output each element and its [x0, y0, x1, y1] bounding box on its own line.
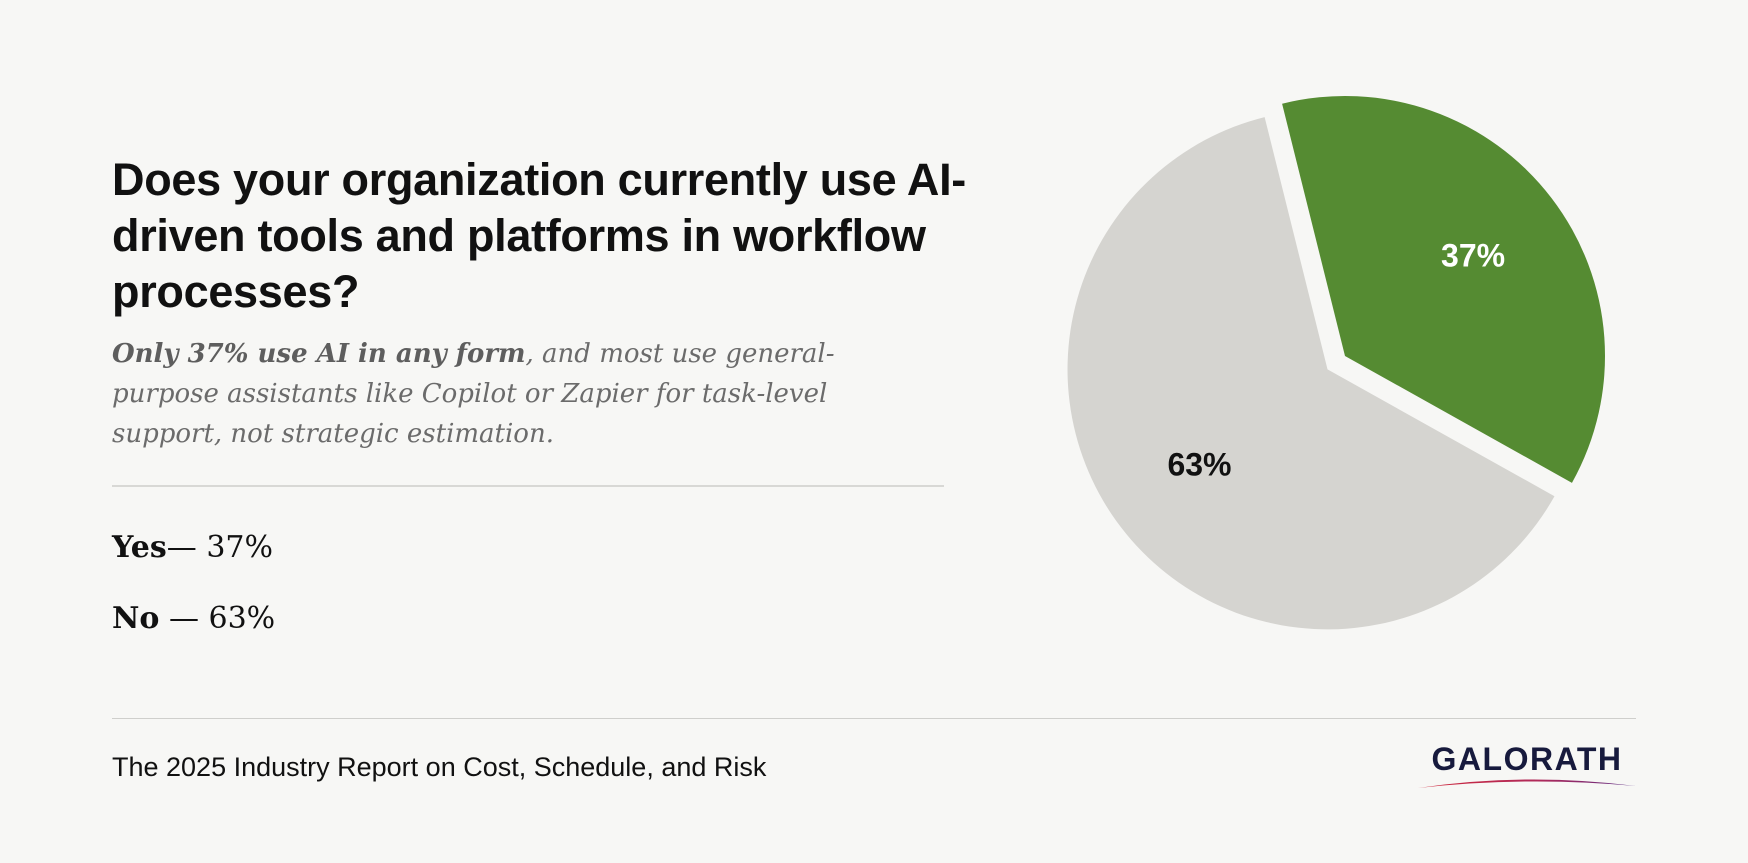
legend-item-no: No — 63%: [112, 599, 275, 639]
legend-item-yes: Yes— 37%: [112, 528, 273, 568]
legend-value-no: — 63%: [159, 601, 276, 636]
subtitle-emphasis: Only 37% use AI in any form: [112, 339, 526, 369]
legend-label-no: No: [112, 601, 160, 636]
galorath-logo: GALORATH: [1416, 742, 1638, 790]
divider-top: [112, 485, 944, 487]
pie-slice-yes: [1282, 96, 1605, 483]
legend-value-yes: — 37%: [166, 530, 274, 565]
logo-swoosh-icon: [1418, 779, 1636, 788]
chart-subtitle: Only 37% use AI in any form, and most us…: [112, 334, 932, 454]
pie-label-yes: 37%: [1441, 238, 1505, 274]
pie-label-no: 63%: [1167, 447, 1231, 483]
pie-chart: 37% 63%: [1067, 96, 1605, 630]
logo-wordmark: GALORATH: [1431, 741, 1623, 777]
subtitle-text: , and most use general-purpose assistant…: [112, 339, 835, 449]
chart-title: Does your organization currently use AI-…: [112, 154, 966, 317]
divider-bottom: [112, 718, 1636, 719]
pie-slice-no: [1067, 117, 1555, 630]
report-title: The 2025 Industry Report on Cost, Schedu…: [112, 752, 767, 782]
legend-label-yes: Yes: [112, 530, 167, 565]
